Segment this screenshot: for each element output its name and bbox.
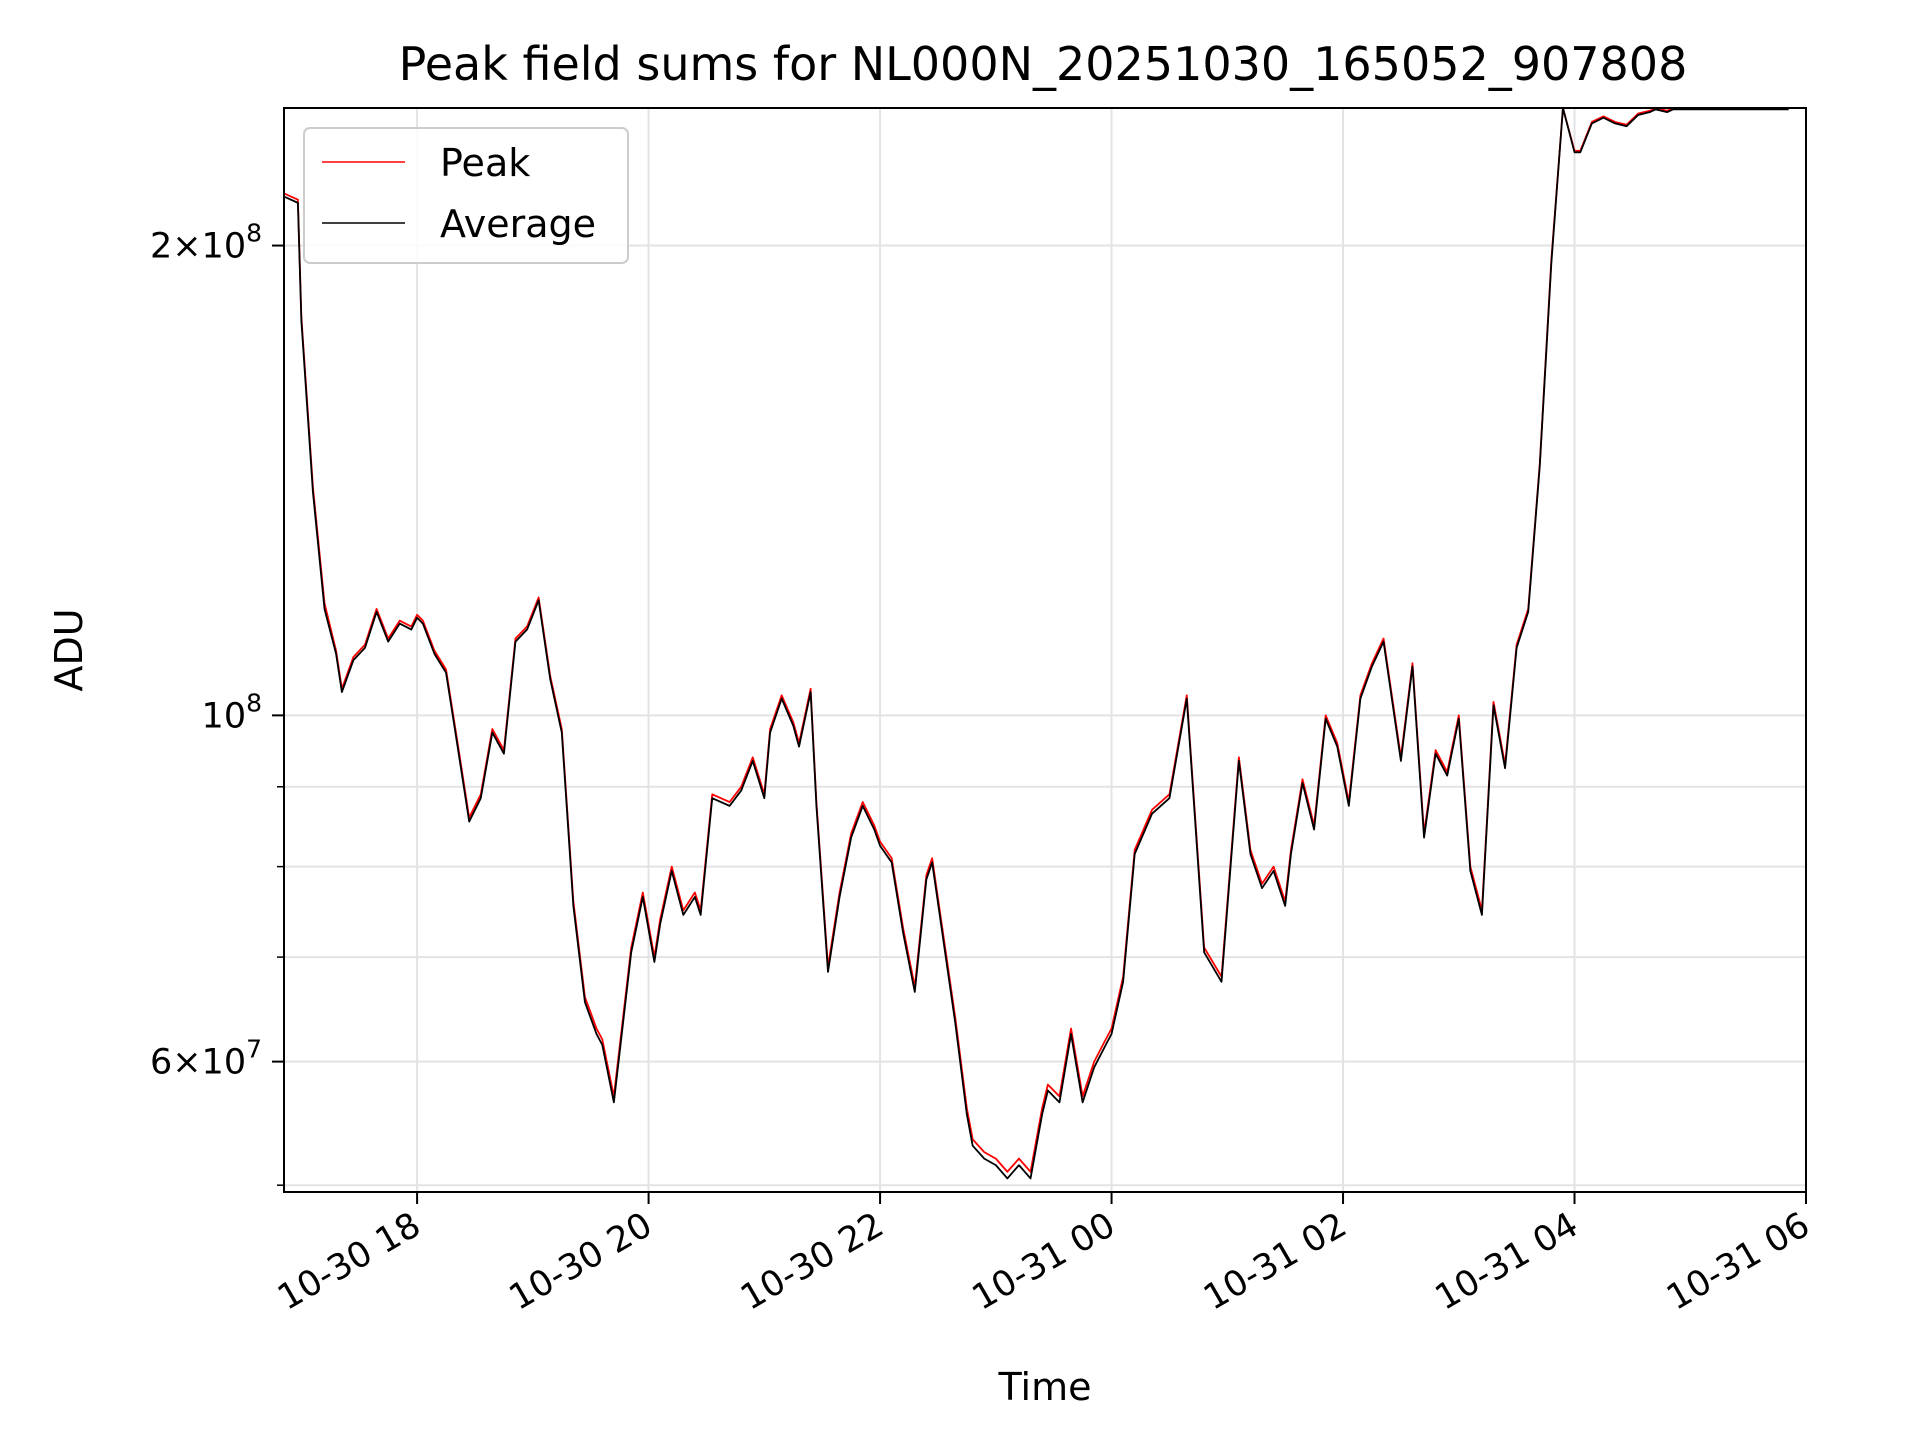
y-tick-label: 108	[202, 688, 262, 736]
y-axis-label: ADU	[47, 608, 91, 691]
y-tick-label: 2×108	[150, 219, 262, 267]
plot-area-frame	[283, 107, 1807, 1193]
series-line-average	[284, 108, 1789, 1180]
legend: Peak Average	[303, 127, 629, 264]
legend-average-label: Average	[440, 202, 596, 246]
chart-title: Peak field sums for NL000N_20251030_1650…	[399, 37, 1688, 91]
series-lines	[284, 108, 1789, 1180]
x-axis-label: Time	[998, 1365, 1092, 1409]
legend-peak-label: Peak	[440, 141, 530, 185]
y-tick-label: 6×107	[150, 1035, 262, 1083]
